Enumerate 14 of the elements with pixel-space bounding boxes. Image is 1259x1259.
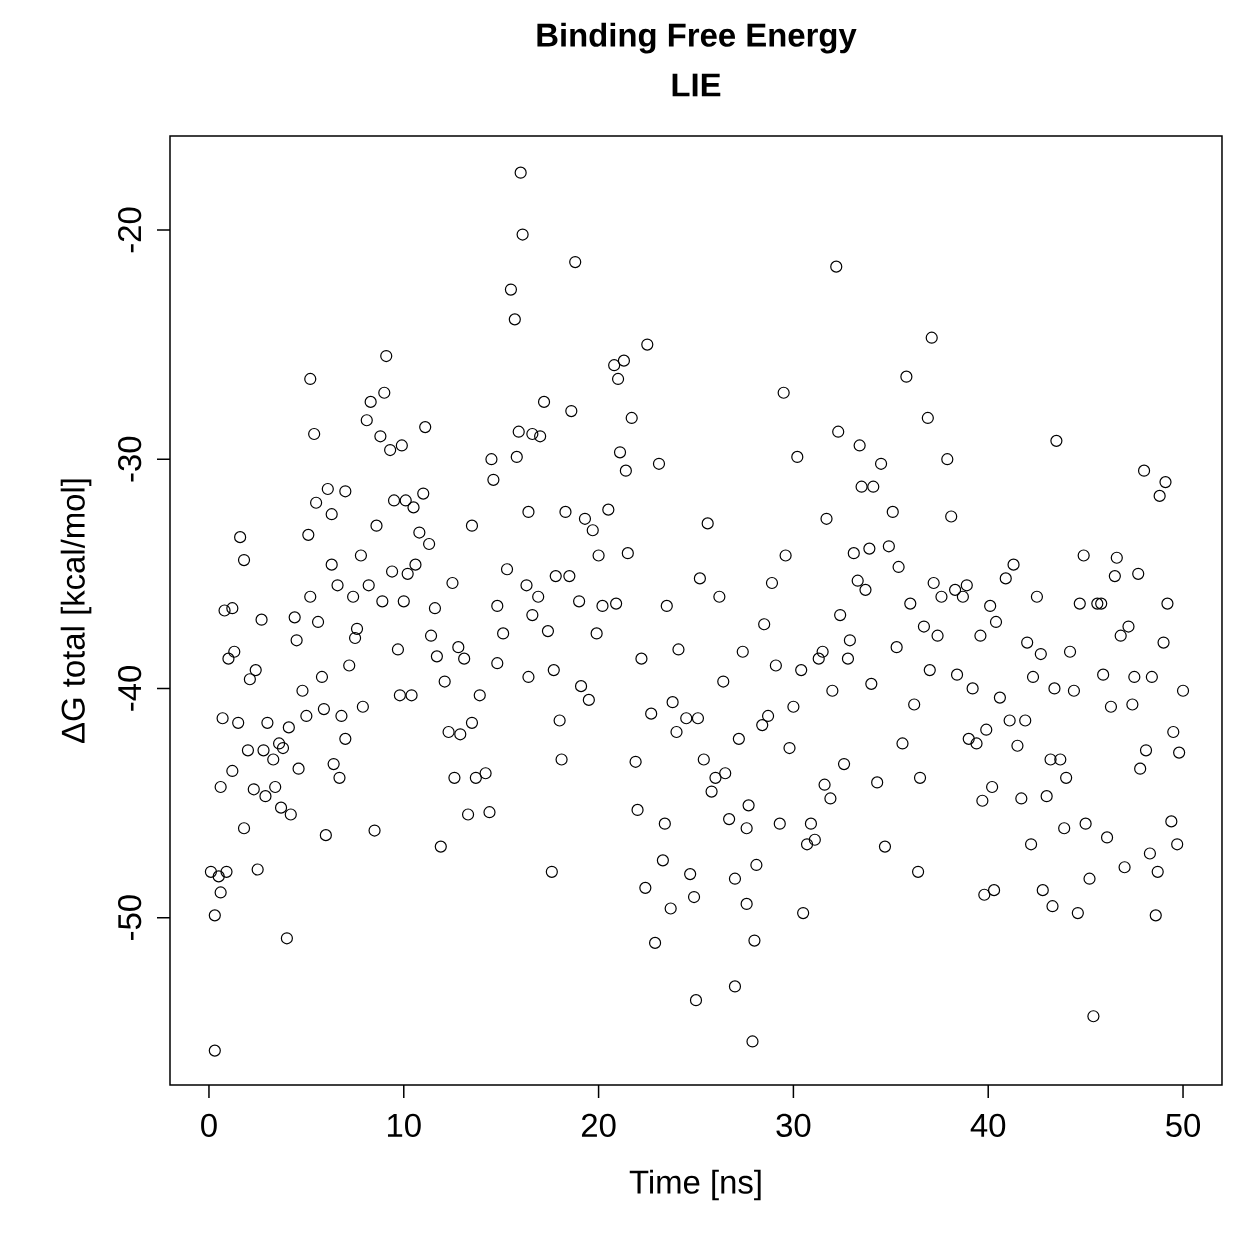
chart-subtitle: LIE bbox=[672, 73, 721, 97]
y-tick-label: -50 bbox=[118, 895, 142, 940]
y-tick-label: -20 bbox=[118, 207, 142, 253]
x-tick-label: 10 bbox=[387, 1113, 421, 1137]
y-tick-label: -40 bbox=[118, 665, 142, 711]
y-axis-title: ΔG total [kcal/mol] bbox=[60, 479, 92, 743]
x-tick-label: 30 bbox=[776, 1113, 811, 1137]
x-tick-label: 0 bbox=[201, 1113, 217, 1137]
y-tick-label: -30 bbox=[118, 436, 142, 482]
x-tick-label: 40 bbox=[970, 1113, 1006, 1137]
x-tick-label: 50 bbox=[1166, 1113, 1201, 1137]
x-tick-label: 20 bbox=[581, 1113, 616, 1137]
x-axis-title: Time [ns] bbox=[629, 1169, 761, 1201]
chart-title: Binding Free Energy bbox=[537, 22, 857, 54]
